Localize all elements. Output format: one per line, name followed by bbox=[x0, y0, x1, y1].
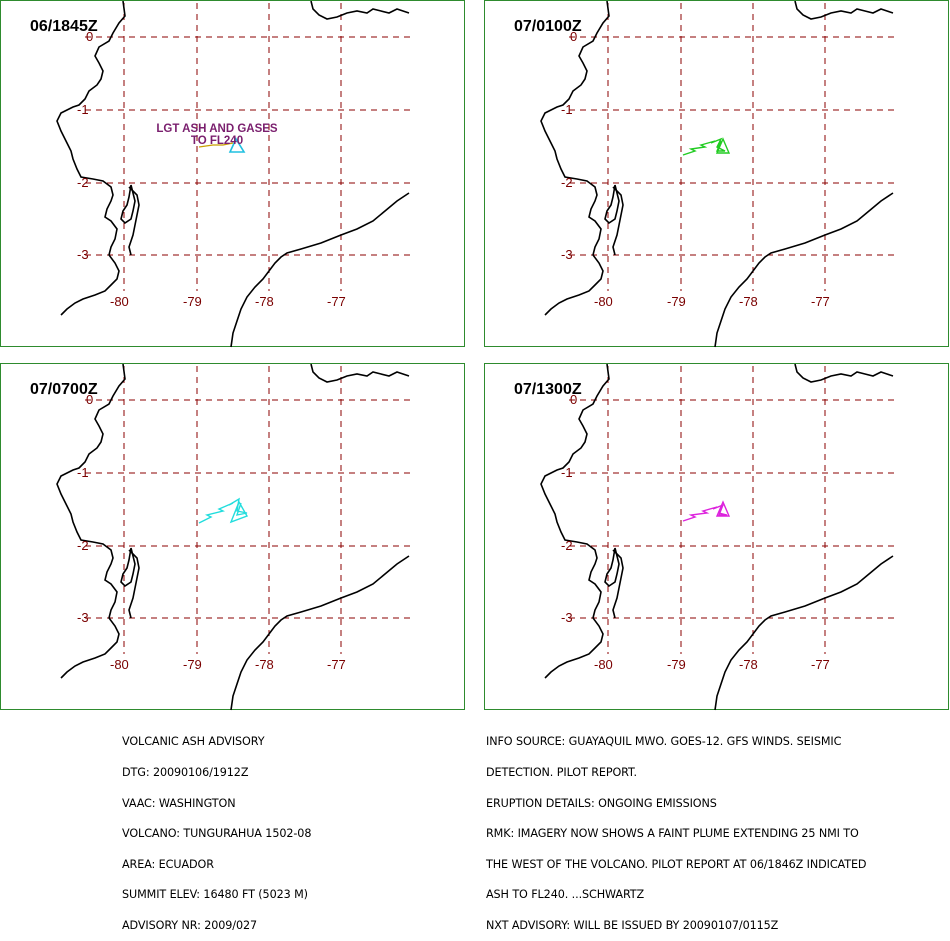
longitude-tick-label: -78 bbox=[739, 294, 758, 309]
map-panel-3: 07/0700Z 0 -1 -2 -3 -80 -79 -78 -77 bbox=[0, 363, 465, 711]
latitude-tick-label: -2 bbox=[77, 538, 89, 553]
advisory-line: DTG: 20090106/1912Z bbox=[122, 766, 249, 779]
longitude-tick-label: -77 bbox=[327, 294, 346, 309]
latitude-tick-label: -2 bbox=[561, 175, 573, 190]
advisory-line: AREA: ECUADOR bbox=[122, 857, 214, 871]
advisory-line: NXT ADVISORY: WILL BE ISSUED BY 20090107… bbox=[486, 918, 779, 932]
latitude-tick-label: -2 bbox=[77, 175, 89, 190]
coastline-path bbox=[120, 184, 136, 225]
annotation-line-2: TO FL240 bbox=[190, 135, 244, 147]
panel-time-label: 07/1300Z bbox=[514, 381, 582, 398]
longitude-tick-label: -79 bbox=[667, 294, 686, 309]
map-canvas bbox=[56, 1, 411, 348]
latitude-tick-label: -1 bbox=[77, 465, 89, 480]
longitude-tick-label: -78 bbox=[739, 657, 758, 672]
ash-plume bbox=[682, 500, 731, 522]
ash-plume bbox=[682, 137, 731, 156]
coastline-path bbox=[310, 364, 410, 383]
coastline-path bbox=[612, 186, 624, 256]
coastline-path bbox=[604, 184, 620, 225]
longitude-tick-label: -80 bbox=[594, 657, 613, 672]
annotation-line-1: LGT ASH AND GASES bbox=[156, 123, 278, 135]
longitude-tick-label: -79 bbox=[183, 657, 202, 672]
map-canvas bbox=[540, 1, 895, 348]
advisory-line: SUMMIT ELEV: 16480 FT (5023 M) bbox=[122, 888, 308, 902]
map-panel-2: 07/0100Z 0 -1 -2 -3 -80 -79 -78 -77 bbox=[484, 0, 949, 348]
longitude-tick-label: -77 bbox=[811, 294, 830, 309]
advisory-right-block: INFO SOURCE: GUAYAQUIL MWO. GOES-12. GFS… bbox=[486, 717, 867, 941]
latitude-tick-label: 0 bbox=[86, 392, 94, 407]
advisory-line: VOLCANO: TUNGURAHUA 1502-08 bbox=[122, 827, 312, 841]
map-panel-1: 06/1845Z LGT ASH AND GASES TO FL240 0 -1 -… bbox=[0, 0, 465, 348]
longitude-tick-label: -78 bbox=[255, 294, 274, 309]
coastline-path bbox=[230, 555, 410, 711]
coastline-path bbox=[714, 555, 894, 711]
advisory-left-block: VOLCANIC ASH ADVISORY DTG: 20090106/1912… bbox=[122, 717, 311, 941]
coastline-path bbox=[794, 1, 894, 20]
advisory-line: DETECTION. PILOT REPORT. bbox=[486, 766, 637, 779]
longitude-tick-label: -79 bbox=[183, 294, 202, 309]
advisory-line: ADVISORY NR: 2009/027 bbox=[122, 918, 257, 932]
coastline-path bbox=[540, 364, 610, 679]
panel-time-label: 07/0700Z bbox=[30, 381, 98, 398]
longitude-tick-label: -78 bbox=[255, 657, 274, 672]
coastline-path bbox=[540, 1, 610, 316]
coastline-path bbox=[794, 364, 894, 383]
latitude-tick-label: -1 bbox=[77, 102, 89, 117]
coastline-path bbox=[714, 192, 894, 348]
latitude-tick-label: -3 bbox=[561, 610, 573, 625]
longitude-tick-label: -80 bbox=[110, 294, 129, 309]
coastline-path bbox=[604, 547, 620, 588]
longitude-tick-label: -77 bbox=[811, 657, 830, 672]
panel-time-label: 07/0100Z bbox=[514, 18, 582, 35]
longitude-tick-label: -80 bbox=[110, 657, 129, 672]
map-canvas bbox=[56, 364, 411, 711]
longitude-tick-label: -80 bbox=[594, 294, 613, 309]
latitude-tick-label: -1 bbox=[561, 465, 573, 480]
longitude-tick-label: -77 bbox=[327, 657, 346, 672]
coastline-path bbox=[56, 364, 126, 679]
advisory-line: VOLCANIC ASH ADVISORY bbox=[122, 735, 265, 749]
advisory-line: THE WEST OF THE VOLCANO. PILOT REPORT AT… bbox=[486, 857, 867, 871]
advisory-line: RMK: IMAGERY NOW SHOWS A FAINT PLUME EXT… bbox=[486, 827, 859, 841]
plume-annotation: LGT ASH AND GASES TO FL240 bbox=[147, 123, 287, 147]
latitude-tick-label: -3 bbox=[77, 610, 89, 625]
coastline-path bbox=[56, 1, 126, 316]
coastline-path bbox=[128, 186, 140, 256]
map-canvas bbox=[540, 364, 895, 711]
latitude-tick-label: -3 bbox=[561, 247, 573, 262]
advisory-line: VAAC: WASHINGTON bbox=[122, 796, 236, 810]
latitude-tick-label: -3 bbox=[77, 247, 89, 262]
latitude-tick-label: 0 bbox=[86, 29, 94, 44]
longitude-tick-label: -79 bbox=[667, 657, 686, 672]
ash-plume bbox=[198, 497, 249, 524]
coastline-path bbox=[120, 547, 136, 588]
coastline-path bbox=[128, 549, 140, 619]
coastline-path bbox=[310, 1, 410, 20]
panel-time-label: 06/1845Z bbox=[30, 18, 98, 35]
map-panel-4: 07/1300Z 0 -1 -2 -3 -80 -79 -78 -77 bbox=[484, 363, 949, 711]
advisory-line: INFO SOURCE: GUAYAQUIL MWO. GOES-12. GFS… bbox=[486, 735, 842, 749]
latitude-tick-label: 0 bbox=[570, 392, 578, 407]
latitude-tick-label: -1 bbox=[561, 102, 573, 117]
latitude-tick-label: 0 bbox=[570, 29, 578, 44]
advisory-line: ASH TO FL240. ...SCHWARTZ bbox=[486, 888, 645, 902]
coastline-path bbox=[230, 192, 410, 348]
latitude-tick-label: -2 bbox=[561, 538, 573, 553]
coastline-path bbox=[612, 549, 624, 619]
ash-plume bbox=[198, 137, 246, 153]
advisory-line: ERUPTION DETAILS: ONGOING EMISSIONS bbox=[486, 796, 717, 810]
